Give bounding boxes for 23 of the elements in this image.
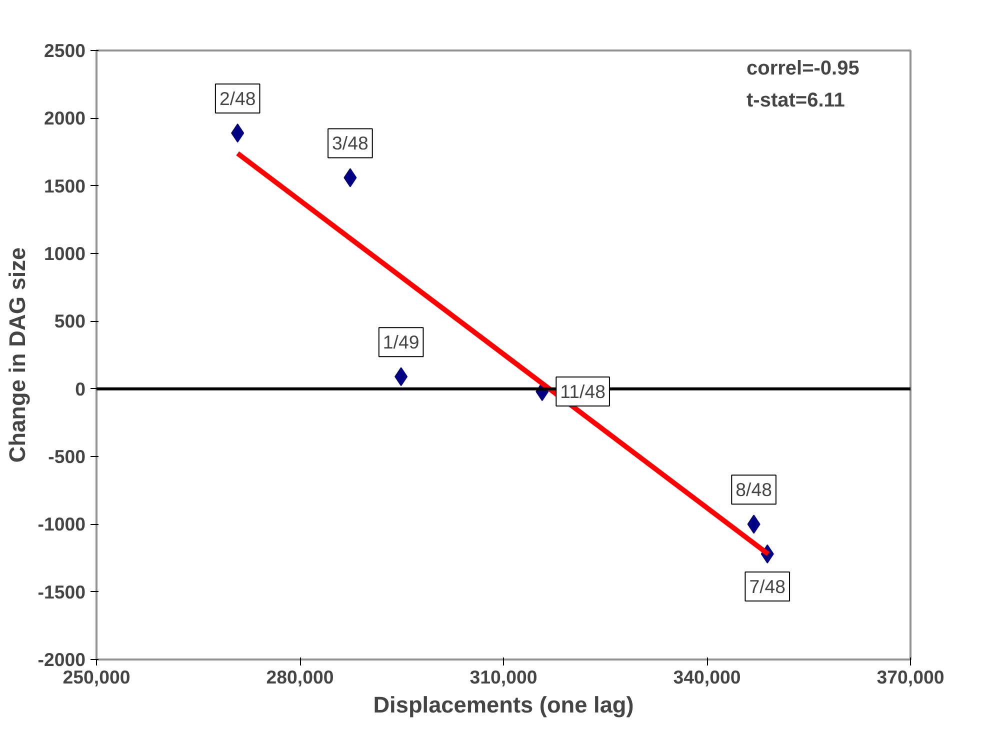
y-tick-label: 2000 — [44, 108, 86, 129]
x-axis-title: Displacements (one lag) — [373, 692, 634, 718]
x-tick-label: 370,000 — [876, 666, 944, 688]
annotation: 3/48 — [332, 132, 368, 154]
y-tick-label: 500 — [54, 310, 86, 332]
y-tick-label: -1500 — [38, 581, 86, 602]
annotation: 11/48 — [560, 381, 606, 402]
y-axis-title: Change in DAG size — [4, 247, 30, 463]
x-tick-label: 280,000 — [266, 666, 334, 688]
y-tick-label: 1000 — [44, 243, 86, 264]
annotation: correl=-0.95 — [746, 58, 860, 80]
annotation: 7/48 — [749, 576, 786, 597]
annotation: 1/49 — [382, 332, 420, 353]
y-tick-label: 0 — [75, 378, 86, 400]
annotation: 2/48 — [219, 88, 256, 110]
x-tick-label: 340,000 — [673, 666, 741, 688]
annotation: 8/48 — [736, 479, 772, 500]
annotation: t-stat=6.11 — [746, 90, 845, 112]
y-tick-label: 1500 — [44, 175, 86, 196]
y-tick-label: -1000 — [38, 514, 86, 535]
y-tick-label: -500 — [48, 446, 86, 467]
x-tick-label: 310,000 — [470, 666, 538, 688]
y-tick-label: 2500 — [44, 40, 86, 61]
